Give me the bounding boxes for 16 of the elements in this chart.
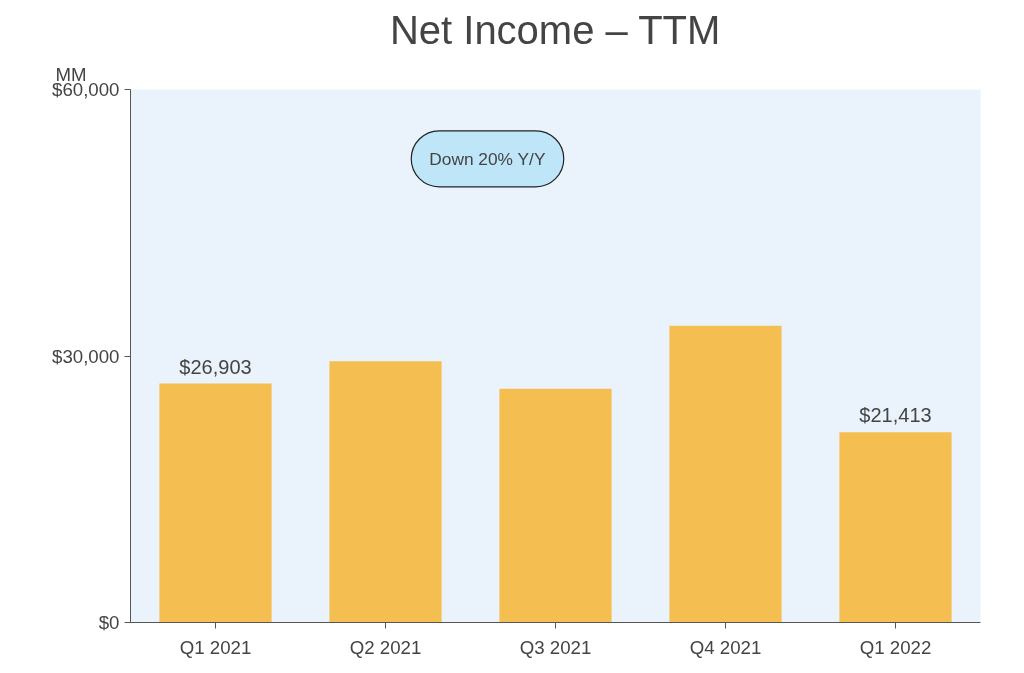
x-tick-label: Q1 2022 <box>859 636 932 658</box>
x-tick-label: Q3 2021 <box>519 636 592 658</box>
x-tick-label: Q4 2021 <box>689 636 762 658</box>
x-tick-label: Q2 2021 <box>349 636 422 658</box>
bar <box>839 432 952 623</box>
data-label: $26,903 <box>179 355 252 378</box>
data-label: $21,413 <box>859 404 932 427</box>
bar <box>669 325 782 623</box>
bar <box>159 383 272 623</box>
y-tick-label: $0 <box>98 612 120 633</box>
x-tick-label: Q1 2021 <box>179 636 252 658</box>
annotation: Down 20% Y/Y <box>429 148 546 169</box>
y-tick-label: $30,000 <box>52 345 120 367</box>
bar <box>329 361 442 623</box>
bar <box>499 388 612 623</box>
chart-title: Net Income – TTM <box>389 7 721 52</box>
